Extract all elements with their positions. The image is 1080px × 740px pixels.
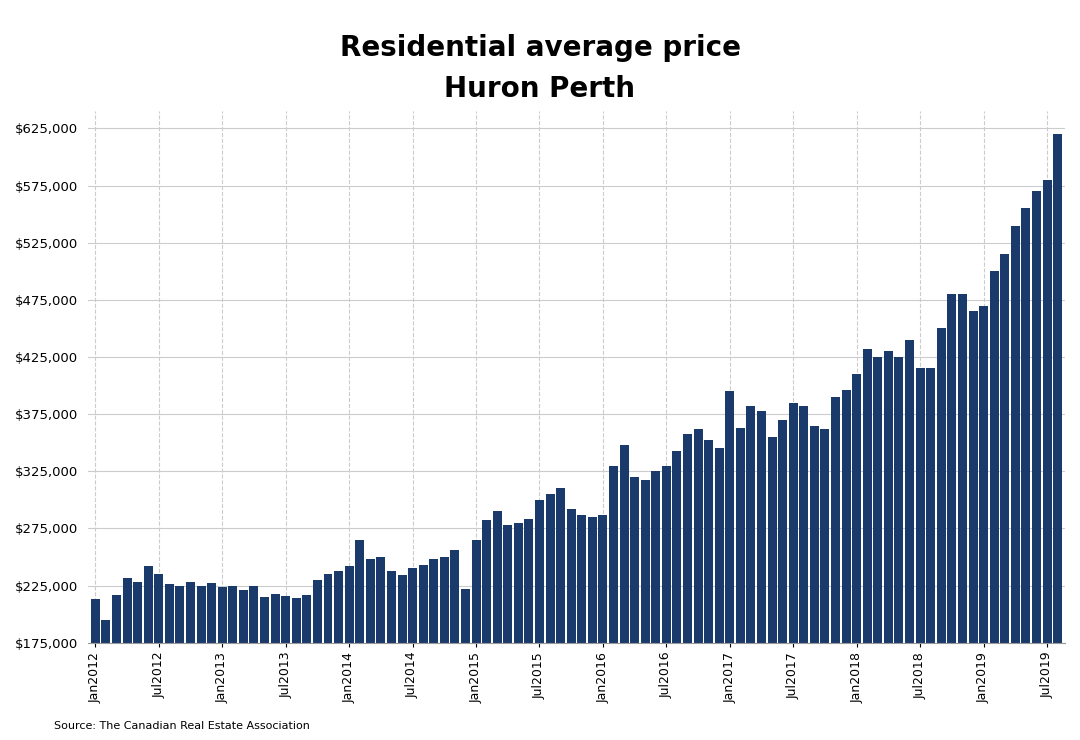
Bar	[419, 565, 428, 740]
Bar	[947, 294, 957, 740]
Bar	[927, 369, 935, 740]
Text: Source: The Canadian Real Estate Association: Source: The Canadian Real Estate Associa…	[54, 721, 310, 731]
Bar	[1022, 209, 1030, 740]
Bar	[556, 488, 565, 740]
Bar	[620, 445, 629, 740]
Bar	[271, 593, 280, 740]
Bar	[366, 559, 375, 740]
Bar	[102, 620, 110, 740]
Bar	[165, 585, 174, 740]
Bar	[768, 437, 777, 740]
Bar	[673, 451, 681, 740]
Bar	[757, 411, 766, 740]
Bar	[1011, 226, 1020, 740]
Bar	[1053, 134, 1062, 740]
Bar	[133, 582, 143, 740]
Bar	[1000, 254, 1009, 740]
Bar	[197, 585, 205, 740]
Bar	[567, 509, 576, 740]
Bar	[958, 294, 967, 740]
Text: Huron Perth: Huron Perth	[445, 75, 635, 103]
Bar	[630, 477, 639, 740]
Bar	[788, 403, 798, 740]
Bar	[841, 390, 851, 740]
Bar	[239, 591, 248, 740]
Bar	[397, 575, 406, 740]
Bar	[874, 357, 882, 740]
Bar	[91, 599, 99, 740]
Bar	[651, 471, 660, 740]
Bar	[408, 568, 417, 740]
Bar	[1032, 191, 1041, 740]
Bar	[492, 511, 502, 740]
Bar	[735, 428, 745, 740]
Text: Residential average price: Residential average price	[339, 34, 741, 62]
Bar	[535, 500, 544, 740]
Bar	[989, 272, 999, 740]
Bar	[228, 585, 238, 740]
Bar	[726, 391, 734, 740]
Bar	[514, 522, 523, 740]
Bar	[779, 420, 787, 740]
Bar	[916, 369, 924, 740]
Bar	[980, 306, 988, 740]
Bar	[123, 578, 132, 740]
Bar	[144, 566, 152, 740]
Bar	[207, 583, 216, 740]
Bar	[969, 312, 977, 740]
Bar	[936, 329, 946, 740]
Bar	[852, 374, 861, 740]
Bar	[186, 582, 195, 740]
Bar	[472, 540, 481, 740]
Bar	[662, 465, 671, 740]
Bar	[545, 494, 554, 740]
Bar	[249, 585, 258, 740]
Bar	[821, 429, 829, 740]
Bar	[112, 595, 121, 740]
Bar	[704, 440, 713, 740]
Bar	[376, 557, 386, 740]
Bar	[693, 429, 703, 740]
Bar	[355, 540, 364, 740]
Bar	[746, 406, 755, 740]
Bar	[1042, 180, 1052, 740]
Bar	[429, 559, 438, 740]
Bar	[440, 557, 449, 740]
Bar	[324, 574, 333, 740]
Bar	[461, 589, 470, 740]
Bar	[313, 580, 322, 740]
Bar	[863, 349, 872, 740]
Bar	[334, 571, 343, 740]
Bar	[482, 520, 491, 740]
Bar	[154, 574, 163, 740]
Bar	[260, 597, 269, 740]
Bar	[831, 397, 840, 740]
Bar	[588, 517, 597, 740]
Bar	[715, 448, 724, 740]
Bar	[302, 595, 311, 740]
Bar	[218, 587, 227, 740]
Bar	[810, 425, 819, 740]
Bar	[292, 598, 300, 740]
Bar	[883, 352, 893, 740]
Bar	[894, 357, 904, 740]
Bar	[640, 480, 650, 740]
Bar	[683, 434, 692, 740]
Bar	[387, 571, 396, 740]
Bar	[525, 519, 534, 740]
Bar	[175, 585, 185, 740]
Bar	[799, 406, 808, 740]
Bar	[609, 465, 618, 740]
Bar	[450, 550, 459, 740]
Bar	[503, 525, 512, 740]
Bar	[598, 515, 607, 740]
Bar	[281, 596, 291, 740]
Bar	[905, 340, 914, 740]
Bar	[578, 515, 586, 740]
Bar	[345, 566, 353, 740]
